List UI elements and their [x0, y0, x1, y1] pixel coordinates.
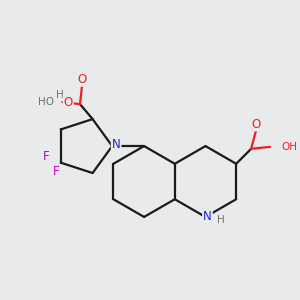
Text: F: F	[43, 150, 49, 163]
Text: N: N	[203, 210, 212, 224]
Text: O: O	[77, 73, 87, 86]
Text: N: N	[112, 138, 121, 151]
Text: F: F	[53, 165, 59, 178]
Text: O: O	[64, 96, 73, 109]
Text: O: O	[251, 118, 260, 130]
Text: H: H	[217, 215, 224, 225]
Text: OH: OH	[281, 142, 297, 152]
Text: H: H	[56, 90, 64, 100]
Text: HO: HO	[38, 97, 54, 107]
